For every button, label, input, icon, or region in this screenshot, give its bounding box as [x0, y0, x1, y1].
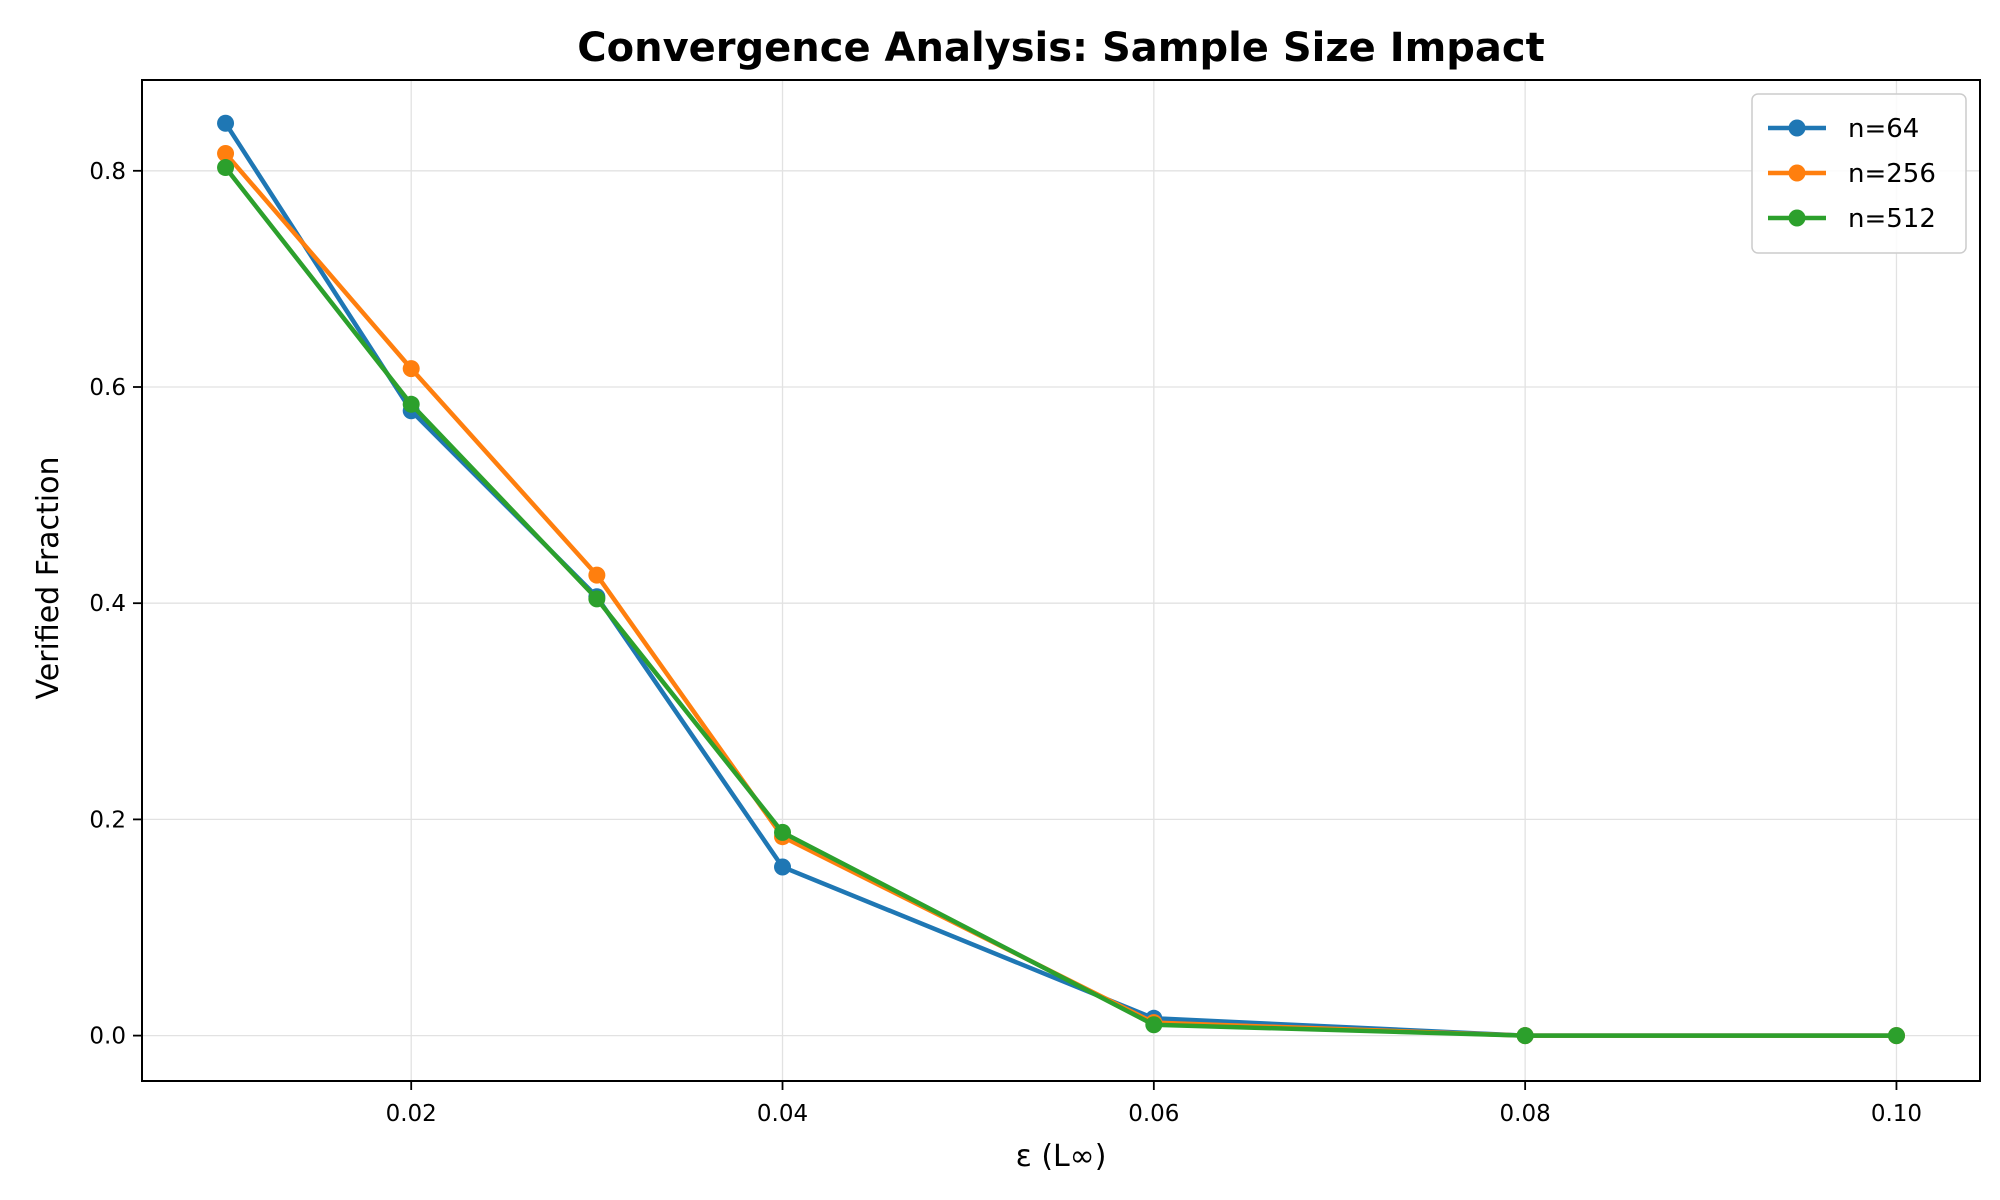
y-tick-label: 0.4: [89, 591, 126, 617]
legend-item: n=512: [1768, 204, 1936, 234]
x-tick-label: 0.04: [757, 1101, 808, 1127]
data-point: [217, 145, 235, 163]
legend-label: n=256: [1848, 159, 1936, 189]
grid-lines: [142, 80, 1980, 1081]
x-axis-label: ε (L∞): [1016, 1139, 1107, 1174]
x-tick-label: 0.08: [1500, 1101, 1551, 1127]
axis-ticks: 0.02 0.04 0.06 0.08 0.10 0.0 0.2 0.4 0.6 0.8: [89, 159, 1922, 1127]
data-point: [774, 823, 792, 841]
data-point: [588, 590, 606, 608]
legend-marker: [1788, 164, 1806, 182]
x-tick-label: 0.10: [1871, 1101, 1922, 1127]
data-point: [588, 566, 606, 584]
plot-frame: [141, 79, 1981, 1082]
y-axis-label: Verified Fraction: [31, 456, 66, 699]
series-lines: [217, 114, 1905, 1045]
legend-marker: [1788, 209, 1806, 227]
data-point: [1145, 1016, 1163, 1034]
x-tick-label: 0.02: [386, 1101, 437, 1127]
legend-label: n=512: [1848, 204, 1936, 234]
y-tick-label: 0.0: [89, 1024, 126, 1050]
y-tick-label: 0.2: [89, 807, 126, 833]
series-n=512: [217, 159, 1905, 1045]
data-point: [217, 159, 235, 177]
data-point: [402, 395, 420, 413]
y-tick-label: 0.8: [89, 159, 126, 185]
legend-item: n=256: [1768, 159, 1936, 189]
y-tick-label: 0.6: [89, 375, 126, 401]
data-point: [1516, 1027, 1534, 1045]
x-tick-label: 0.06: [1128, 1101, 1179, 1127]
data-point: [1887, 1027, 1905, 1045]
data-point: [402, 360, 420, 378]
legend-marker: [1788, 119, 1806, 137]
legend: n=64 n=256 n=512: [1751, 93, 1967, 254]
legend-box: [1751, 93, 1967, 254]
data-point: [217, 114, 235, 132]
legend-item: n=64: [1768, 114, 1919, 144]
legend-label: n=64: [1848, 114, 1919, 144]
chart-title: Convergence Analysis: Sample Size Impact: [577, 25, 1544, 71]
data-point: [774, 858, 792, 876]
